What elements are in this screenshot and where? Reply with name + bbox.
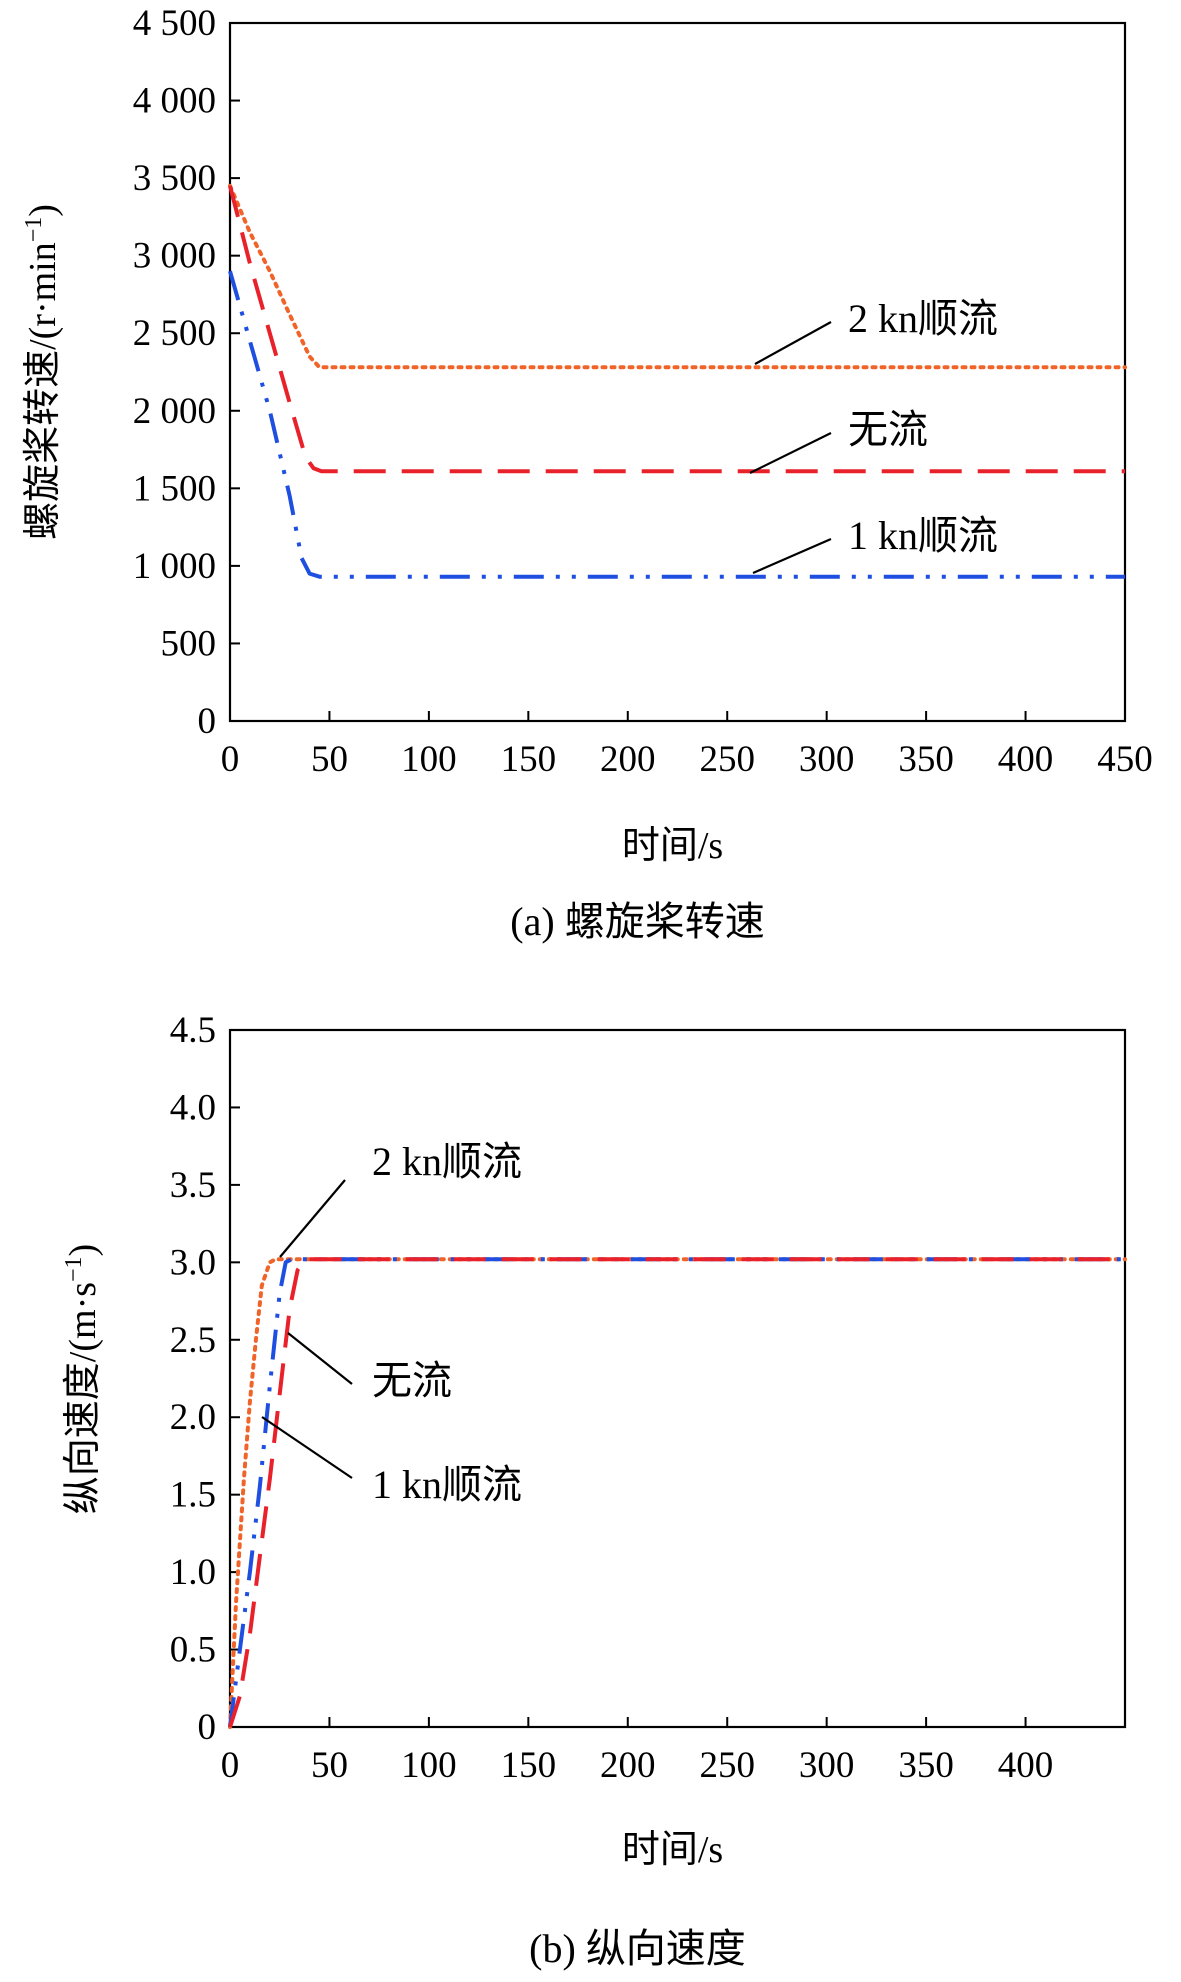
x-tick-label: 450 <box>1097 739 1153 780</box>
x-tick-label: 350 <box>898 1745 954 1786</box>
y-tick-label: 0 <box>198 701 217 742</box>
x-tick-label: 100 <box>401 739 457 780</box>
annotation-leader <box>279 1179 346 1258</box>
y-tick-label: 2.5 <box>170 1320 216 1361</box>
plot-frame <box>228 21 1127 723</box>
annotation-label: 1 kn顺流 <box>372 1462 522 1507</box>
series-line <box>228 1257 1125 1728</box>
chart-caption: (a) 螺旋桨转速 <box>510 899 764 944</box>
x-tick-label: 100 <box>401 1745 457 1786</box>
chart-b: 0 0.5 1.0 1.5 2.0 2.5 3.0 3.5 4.0 4.5 0 50 100 150 200… <box>61 1010 1127 1971</box>
y-axis-label: 纵向速度/(m·s−1) <box>61 1244 104 1514</box>
y-tick-label: 3 500 <box>133 158 216 199</box>
series-line <box>228 1257 1125 1728</box>
x-tick-label: 250 <box>699 739 755 780</box>
annotation-label: 1 kn顺流 <box>848 513 998 558</box>
y-tick-label: 0.5 <box>170 1630 216 1671</box>
x-tick-label: 250 <box>699 1745 755 1786</box>
series-line <box>228 183 1127 370</box>
annotation-label: 无流 <box>848 407 928 452</box>
x-tick-label: 300 <box>799 1745 855 1786</box>
y-tick-label: 1 500 <box>133 468 216 509</box>
chart-caption: (b) 纵向速度 <box>529 1926 746 1971</box>
x-tick-label: 150 <box>501 739 557 780</box>
x-tick-label: 0 <box>221 739 240 780</box>
annotation-label: 无流 <box>372 1358 452 1403</box>
series-line <box>228 1257 1127 1729</box>
y-tick-label: 4.0 <box>170 1087 216 1128</box>
x-tick-label: 400 <box>998 739 1054 780</box>
x-tick-label: 350 <box>898 739 954 780</box>
y-tick-label: 1.0 <box>170 1552 216 1593</box>
y-tick-label: 2.0 <box>170 1397 216 1438</box>
y-tick-label: 2 000 <box>133 391 216 432</box>
annotation-leader <box>287 1332 353 1385</box>
y-tick-label: 3.5 <box>170 1165 216 1206</box>
x-tick-label: 200 <box>600 739 656 780</box>
plot-frame <box>228 1028 1127 1729</box>
y-tick-label: 1.5 <box>170 1475 216 1516</box>
x-tick-label: 200 <box>600 1745 656 1786</box>
y-tick-label: 4.5 <box>170 1010 216 1051</box>
x-tick-label: 0 <box>221 1745 240 1786</box>
x-tick-label: 150 <box>501 1745 557 1786</box>
x-tick-label: 50 <box>311 739 348 780</box>
annotation-label: 2 kn顺流 <box>848 296 998 341</box>
annotation-leader <box>752 537 832 575</box>
x-tick-label: 50 <box>311 1745 348 1786</box>
x-axis-label: 时间/s <box>622 825 723 867</box>
y-axis-label: 螺旋桨转速/(r·min−1) <box>21 204 64 540</box>
y-tick-label: 1 000 <box>133 546 216 587</box>
y-tick-label: 3.0 <box>170 1242 216 1283</box>
series-line <box>228 185 1125 474</box>
x-tick-label: 400 <box>998 1745 1054 1786</box>
series-line <box>228 270 1125 579</box>
y-tick-label: 500 <box>161 623 217 664</box>
y-tick-label: 2 500 <box>133 313 216 354</box>
y-tick-label: 0 <box>198 1707 217 1748</box>
y-tick-label: 4 500 <box>133 3 216 44</box>
x-axis-label: 时间/s <box>622 1829 723 1871</box>
y-tick-label: 4 000 <box>133 81 216 122</box>
y-tick-label: 3 000 <box>133 236 216 277</box>
x-tick-label: 300 <box>799 739 855 780</box>
annotation-leader <box>754 321 832 365</box>
annotation-leader <box>261 1416 353 1479</box>
annotation-label: 2 kn顺流 <box>372 1139 522 1184</box>
annotation-leader <box>749 432 832 474</box>
